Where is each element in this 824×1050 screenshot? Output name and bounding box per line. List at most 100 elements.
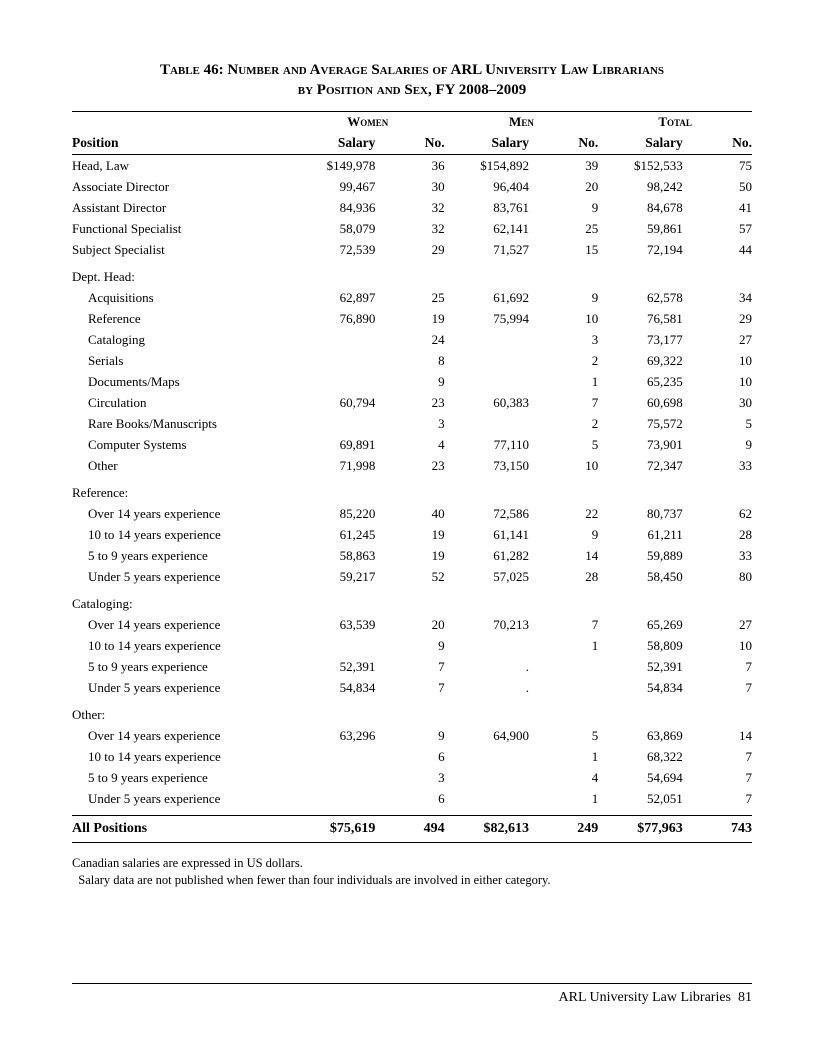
table-row: Over 14 years experience63,5392070,21376… <box>72 614 752 635</box>
empty-cell <box>598 704 682 725</box>
cell-women-salary <box>291 635 375 656</box>
col-total-salary: Salary <box>598 133 682 155</box>
cell-men-salary: $82,613 <box>445 816 529 843</box>
cell-men-salary <box>445 371 529 392</box>
cell-women-no: 23 <box>375 455 444 476</box>
empty-cell <box>445 704 529 725</box>
cell-men-no: 7 <box>529 392 598 413</box>
cell-total-no: 7 <box>683 656 752 677</box>
cell-men-no: 2 <box>529 350 598 371</box>
cell-men-no: 4 <box>529 767 598 788</box>
table-row: Under 5 years experience59,2175257,02528… <box>72 566 752 587</box>
cell-men-no: 39 <box>529 155 598 177</box>
cell-total-salary: 59,861 <box>598 218 682 239</box>
cell-men-salary <box>445 767 529 788</box>
cell-total-no: 57 <box>683 218 752 239</box>
empty-cell <box>529 593 598 614</box>
cell-total-no: 10 <box>683 371 752 392</box>
table-row: Subject Specialist72,5392971,5271572,194… <box>72 239 752 260</box>
empty-cell <box>598 482 682 503</box>
cell-total-salary: 65,235 <box>598 371 682 392</box>
empty-cell <box>375 266 444 287</box>
cell-total-no: 75 <box>683 155 752 177</box>
cell-total-no: 9 <box>683 434 752 455</box>
cell-men-no: 20 <box>529 176 598 197</box>
table-row: Rare Books/Manuscripts3275,5725 <box>72 413 752 434</box>
cell-men-salary: 83,761 <box>445 197 529 218</box>
cell-total-no: 5 <box>683 413 752 434</box>
cell-women-no: 7 <box>375 656 444 677</box>
table-row: 10 to 14 years experience6168,3227 <box>72 746 752 767</box>
cell-men-salary: . <box>445 656 529 677</box>
cell-women-no: 40 <box>375 503 444 524</box>
cell-total-salary: 76,581 <box>598 308 682 329</box>
cell-women-no: 3 <box>375 413 444 434</box>
cell-total-salary: 80,737 <box>598 503 682 524</box>
cell-position: Under 5 years experience <box>72 788 291 809</box>
all-positions-row: All Positions$75,619494$82,613249$77,963… <box>72 816 752 843</box>
cell-position: Documents/Maps <box>72 371 291 392</box>
table-row: Circulation60,7942360,383760,69830 <box>72 392 752 413</box>
cell-total-no: 33 <box>683 545 752 566</box>
empty-cell <box>445 266 529 287</box>
cell-position: Subject Specialist <box>72 239 291 260</box>
cell-total-salary: 54,694 <box>598 767 682 788</box>
table-row: Other71,9982373,1501072,34733 <box>72 455 752 476</box>
cell-women-salary <box>291 329 375 350</box>
empty-cell <box>529 482 598 503</box>
cell-women-salary <box>291 350 375 371</box>
empty-cell <box>529 266 598 287</box>
empty-cell <box>598 593 682 614</box>
cell-women-salary: 85,220 <box>291 503 375 524</box>
table-row: Cataloging24373,17727 <box>72 329 752 350</box>
cell-men-no: 1 <box>529 371 598 392</box>
table-row: 10 to 14 years experience9158,80910 <box>72 635 752 656</box>
cell-women-no: 30 <box>375 176 444 197</box>
cell-position: Serials <box>72 350 291 371</box>
cell-total-no: 28 <box>683 524 752 545</box>
cell-total-salary: 54,834 <box>598 677 682 698</box>
cell-total-salary: 58,450 <box>598 566 682 587</box>
cell-women-no: 36 <box>375 155 444 177</box>
cell-total-no: 743 <box>683 816 752 843</box>
cell-men-no: 5 <box>529 434 598 455</box>
cell-women-salary: 99,467 <box>291 176 375 197</box>
cell-men-salary: 71,527 <box>445 239 529 260</box>
cell-men-no: 1 <box>529 788 598 809</box>
cell-women-salary: $149,978 <box>291 155 375 177</box>
empty-cell <box>291 482 375 503</box>
cell-men-salary: 61,141 <box>445 524 529 545</box>
cell-women-no: 6 <box>375 746 444 767</box>
cell-women-salary: 69,891 <box>291 434 375 455</box>
cell-total-no: 29 <box>683 308 752 329</box>
cell-men-no: 1 <box>529 746 598 767</box>
cell-total-salary: $77,963 <box>598 816 682 843</box>
section-header: Reference: <box>72 482 291 503</box>
col-men-salary: Salary <box>445 133 529 155</box>
cell-position: Rare Books/Manuscripts <box>72 413 291 434</box>
empty-cell <box>375 593 444 614</box>
cell-total-no: 7 <box>683 746 752 767</box>
cell-men-no: 3 <box>529 329 598 350</box>
cell-women-no: 4 <box>375 434 444 455</box>
cell-position: Other <box>72 455 291 476</box>
section-header: Other: <box>72 704 291 725</box>
cell-women-salary: 84,936 <box>291 197 375 218</box>
section-header: Cataloging: <box>72 593 291 614</box>
cell-women-salary: 71,998 <box>291 455 375 476</box>
cell-women-no: 29 <box>375 239 444 260</box>
cell-position: 5 to 9 years experience <box>72 545 291 566</box>
cell-position: Reference <box>72 308 291 329</box>
cell-position: 5 to 9 years experience <box>72 767 291 788</box>
empty-cell <box>291 266 375 287</box>
cell-women-no: 7 <box>375 677 444 698</box>
cell-men-no <box>529 677 598 698</box>
cell-position: Over 14 years experience <box>72 614 291 635</box>
cell-total-no: 30 <box>683 392 752 413</box>
footer-section: ARL University Law Libraries <box>559 990 732 1005</box>
cell-women-salary: 76,890 <box>291 308 375 329</box>
table-body: Head, Law$149,97836$154,89239$152,53375A… <box>72 155 752 843</box>
cell-women-no: 32 <box>375 218 444 239</box>
empty-cell <box>375 704 444 725</box>
cell-women-no: 24 <box>375 329 444 350</box>
